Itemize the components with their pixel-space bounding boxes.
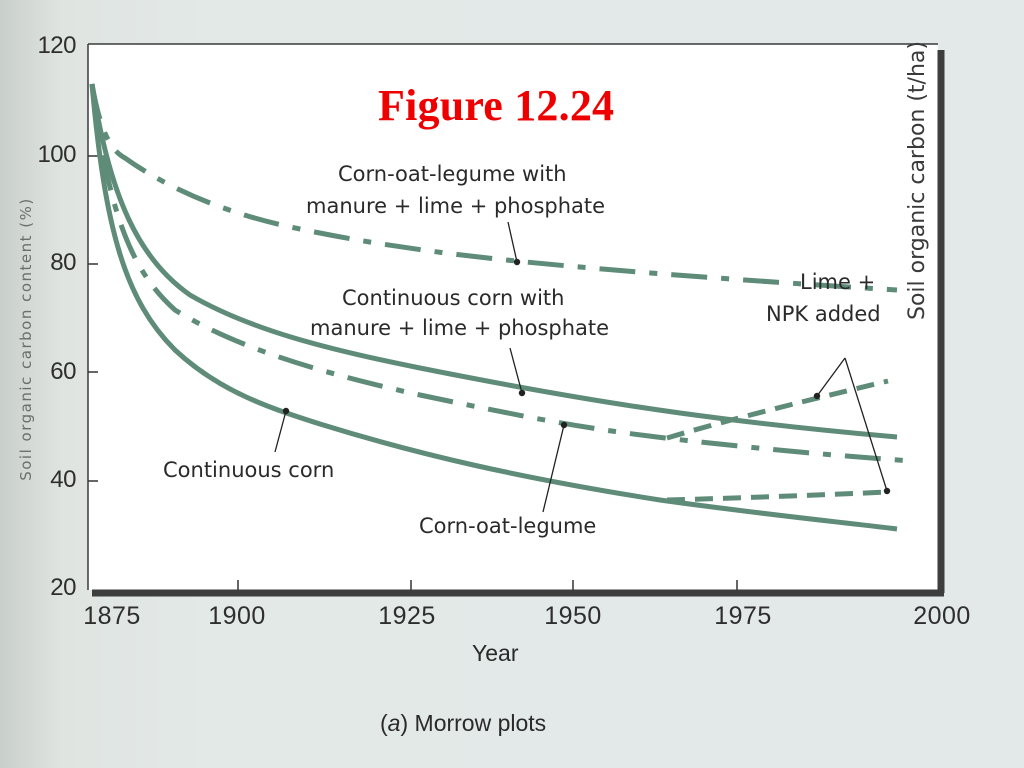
x-axis-ticks bbox=[237, 580, 738, 590]
figure-caption: (a) Morrow plots bbox=[380, 710, 547, 736]
series-col-manure-line bbox=[89, 83, 898, 293]
series-col-line bbox=[89, 83, 913, 464]
annotation-continuous-corn: Continuous corn bbox=[163, 458, 335, 482]
annotation-corn-oat-legume: Corn-oat-legume bbox=[419, 514, 597, 538]
x-tick-1900: 1900 bbox=[208, 602, 266, 630]
x-tick-1925: 1925 bbox=[378, 602, 436, 630]
x-tick-1875: 1875 bbox=[83, 602, 141, 630]
x-tick-1975: 1975 bbox=[714, 602, 772, 630]
caption-letter: a bbox=[387, 710, 401, 736]
annotation-col-manure-line2: manure + lime + phosphate bbox=[306, 194, 606, 218]
annotation-dots bbox=[282, 258, 891, 495]
annotation-leaders bbox=[274, 221, 888, 513]
y-tick-100: 100 bbox=[37, 141, 76, 168]
y-axis-label-right: Soil organic carbon (t/ha) bbox=[905, 41, 930, 320]
annotation-lime-npk-line1: Lime + bbox=[800, 270, 876, 294]
y-tick-20: 20 bbox=[50, 574, 76, 601]
y-tick-40: 40 bbox=[50, 466, 76, 493]
y-axis-label-left: Soil organic carbon content (%) bbox=[17, 197, 35, 481]
annotation-cc-manure-line2: manure + lime + phosphate bbox=[310, 316, 610, 340]
series-cc-npk-line bbox=[666, 489, 889, 503]
figure-title: Figure 12.24 bbox=[378, 81, 615, 130]
y-tick-120: 120 bbox=[37, 32, 76, 59]
x-tick-2000: 2000 bbox=[913, 602, 971, 630]
annotation-cc-manure-line1: Continuous corn with bbox=[342, 286, 565, 310]
series-cc-manure-line bbox=[89, 83, 898, 440]
series-cc-line bbox=[89, 83, 898, 532]
x-tick-1950: 1950 bbox=[544, 602, 602, 630]
y-tick-60: 60 bbox=[50, 358, 76, 385]
annotation-col-manure-line1: Corn-oat-legume with bbox=[338, 162, 567, 186]
series-col-npk-line bbox=[666, 378, 889, 441]
y-tick-80: 80 bbox=[50, 249, 76, 276]
caption-text: Morrow plots bbox=[414, 710, 547, 736]
annotation-lime-npk-line2: NPK added bbox=[766, 302, 881, 326]
x-axis-label: Year bbox=[472, 640, 519, 666]
y-axis-ticks bbox=[88, 155, 98, 482]
